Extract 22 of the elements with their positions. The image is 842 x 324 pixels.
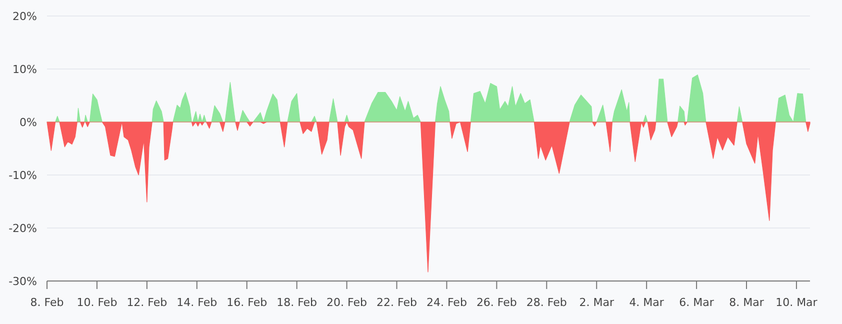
- y-tick-label: -20%: [8, 222, 37, 235]
- x-tick-label: 22. Feb: [376, 296, 417, 309]
- x-tick-label: 14. Feb: [176, 296, 218, 309]
- x-tick-label: 16. Feb: [226, 296, 268, 309]
- x-tick-label: 8. Mar: [729, 296, 764, 309]
- x-tick-label: 18. Feb: [276, 296, 318, 309]
- x-tick-label: 8. Feb: [30, 296, 64, 309]
- y-tick-label: -30%: [8, 275, 37, 288]
- x-tick-label: 4. Mar: [629, 296, 664, 309]
- y-tick-label: 10%: [12, 63, 37, 76]
- x-tick-label: 28. Feb: [526, 296, 567, 309]
- y-tick-label: 0%: [20, 116, 37, 129]
- x-tick-label: 26. Feb: [476, 296, 517, 309]
- x-tick-label: 12. Feb: [126, 296, 168, 309]
- x-tick-label: 6. Mar: [679, 296, 714, 309]
- x-tick-label: 10. Feb: [76, 296, 118, 309]
- x-tick-label: 24. Feb: [426, 296, 467, 309]
- y-tick-label: -10%: [8, 169, 37, 182]
- x-tick-label: 20. Feb: [326, 296, 368, 309]
- x-tick-label: 2. Mar: [579, 296, 614, 309]
- y-tick-label: 20%: [12, 10, 37, 23]
- x-tick-label: 10. Mar: [776, 296, 818, 309]
